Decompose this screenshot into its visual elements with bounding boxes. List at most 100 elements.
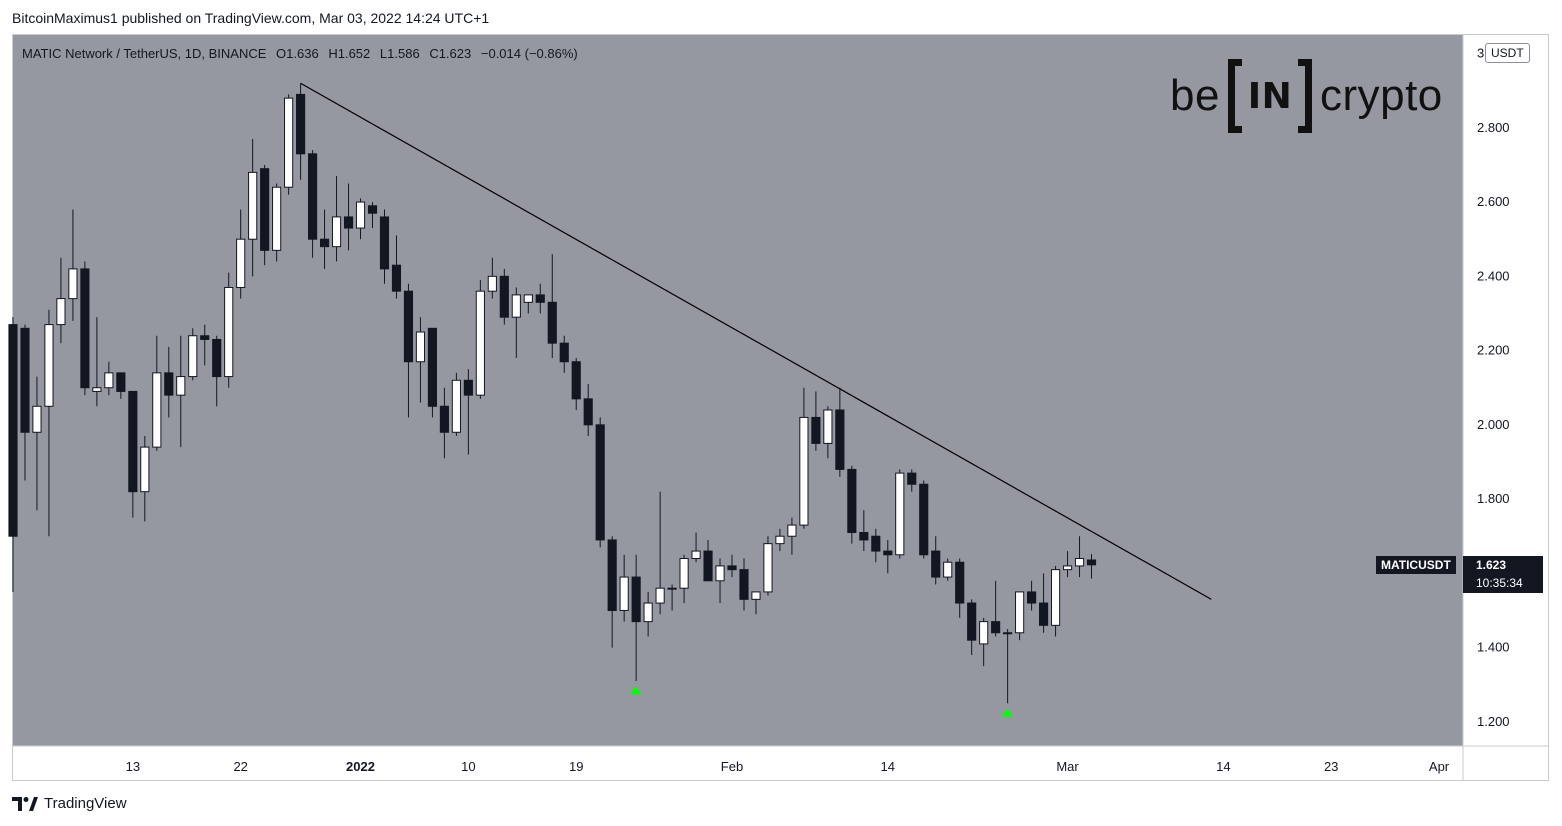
- candle[interactable]: [451, 372, 461, 436]
- candle[interactable]: [703, 539, 713, 582]
- candle[interactable]: [883, 539, 893, 574]
- candle[interactable]: [967, 599, 977, 656]
- candle[interactable]: [931, 536, 941, 585]
- candle[interactable]: [8, 317, 18, 592]
- candle[interactable]: [751, 591, 761, 615]
- time-axis: 13 22 2022 10 19 Feb 14 Mar 14 23 Apr: [126, 759, 1450, 774]
- candle[interactable]: [319, 209, 330, 269]
- candle[interactable]: [1015, 591, 1025, 641]
- candle[interactable]: [1074, 536, 1085, 578]
- candle[interactable]: [20, 324, 30, 481]
- candle[interactable]: [463, 369, 473, 455]
- candle[interactable]: [523, 294, 533, 314]
- candle[interactable]: [739, 558, 749, 611]
- candle[interactable]: [308, 150, 318, 258]
- candle[interactable]: [583, 384, 593, 436]
- candle[interactable]: [152, 335, 162, 451]
- candle[interactable]: [140, 435, 150, 522]
- candle[interactable]: [439, 387, 449, 459]
- candle[interactable]: [32, 376, 42, 511]
- candle[interactable]: [128, 390, 138, 518]
- candle[interactable]: [847, 465, 857, 544]
- candle[interactable]: [559, 335, 569, 373]
- candle[interactable]: [679, 554, 689, 604]
- candle[interactable]: [643, 591, 653, 637]
- candle[interactable]: [80, 261, 90, 396]
- candle[interactable]: [895, 469, 905, 559]
- candle[interactable]: [943, 558, 953, 581]
- candle[interactable]: [799, 387, 809, 529]
- candle[interactable]: [188, 328, 198, 381]
- descending-trendline[interactable]: [300, 82, 1212, 600]
- candle[interactable]: [1050, 565, 1061, 637]
- x-tick-label: 2022: [346, 759, 375, 774]
- candle[interactable]: [1039, 573, 1049, 633]
- candle-body-up: [823, 409, 833, 444]
- candle[interactable]: [907, 469, 917, 492]
- candle[interactable]: [595, 417, 605, 548]
- candle[interactable]: [331, 176, 342, 262]
- candle[interactable]: [631, 554, 641, 682]
- candle[interactable]: [355, 198, 366, 240]
- candle[interactable]: [176, 335, 186, 448]
- candle-body-up: [224, 286, 234, 378]
- candle[interactable]: [835, 387, 845, 477]
- candle[interactable]: [475, 280, 485, 399]
- candle[interactable]: [296, 83, 306, 180]
- candle[interactable]: [68, 209, 78, 321]
- candle[interactable]: [715, 558, 725, 604]
- candle[interactable]: [763, 536, 773, 596]
- candle[interactable]: [607, 536, 617, 648]
- candle[interactable]: [427, 327, 437, 418]
- candle[interactable]: [811, 391, 821, 451]
- candle[interactable]: [92, 317, 102, 407]
- candle-body-up: [943, 561, 953, 578]
- candle[interactable]: [284, 94, 294, 195]
- candle[interactable]: [224, 272, 234, 388]
- candle[interactable]: [1086, 554, 1097, 579]
- candle[interactable]: [727, 554, 737, 578]
- candle[interactable]: [44, 309, 54, 537]
- candle[interactable]: [487, 257, 497, 299]
- candle[interactable]: [511, 287, 521, 359]
- candle[interactable]: [955, 558, 965, 618]
- candle[interactable]: [164, 346, 174, 418]
- candle[interactable]: [104, 361, 114, 396]
- candle[interactable]: [1062, 551, 1073, 578]
- candle[interactable]: [691, 532, 701, 563]
- candle[interactable]: [212, 335, 222, 407]
- candle[interactable]: [56, 257, 66, 344]
- candle[interactable]: [367, 202, 378, 229]
- candle[interactable]: [571, 358, 581, 410]
- candle[interactable]: [547, 254, 557, 359]
- candle[interactable]: [343, 183, 354, 251]
- footer-brand[interactable]: TradingView: [12, 795, 127, 812]
- candle[interactable]: [272, 183, 282, 262]
- candle[interactable]: [403, 283, 414, 418]
- currency-badge[interactable]: USDT: [1485, 43, 1530, 63]
- candle[interactable]: [379, 209, 390, 284]
- candle[interactable]: [1003, 629, 1013, 704]
- candle[interactable]: [260, 164, 270, 266]
- candle[interactable]: [248, 138, 258, 277]
- candle[interactable]: [415, 317, 426, 403]
- candle[interactable]: [391, 235, 402, 299]
- candle[interactable]: [1027, 580, 1037, 611]
- candle[interactable]: [535, 283, 545, 314]
- candle[interactable]: [619, 554, 629, 622]
- candle[interactable]: [787, 517, 797, 555]
- candle[interactable]: [871, 528, 881, 563]
- candle[interactable]: [823, 406, 833, 459]
- candle[interactable]: [499, 268, 509, 325]
- candle[interactable]: [236, 209, 246, 299]
- candle[interactable]: [919, 480, 929, 559]
- candle[interactable]: [655, 491, 665, 615]
- candle[interactable]: [775, 528, 785, 552]
- candle[interactable]: [859, 510, 869, 552]
- candle[interactable]: [116, 372, 126, 399]
- candle[interactable]: [991, 580, 1001, 637]
- candle[interactable]: [979, 617, 989, 667]
- candle[interactable]: [667, 584, 677, 611]
- candle[interactable]: [200, 324, 210, 366]
